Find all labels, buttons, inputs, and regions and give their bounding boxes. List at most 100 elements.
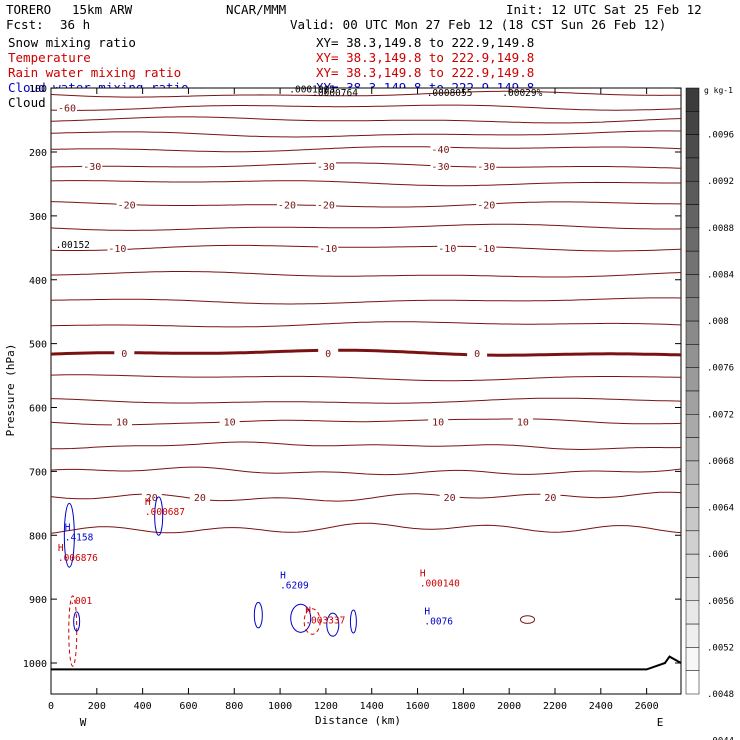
isotherm-line bbox=[50, 397, 682, 404]
moisture-contour bbox=[326, 612, 340, 637]
isotherm-label: -10 bbox=[477, 244, 495, 255]
isotherm-label: -10 bbox=[108, 244, 126, 255]
org-label: NCAR/MMM bbox=[226, 2, 286, 17]
isotherm-label: -20 bbox=[317, 200, 335, 211]
isotherm-label-bg bbox=[439, 490, 460, 503]
terrain-line bbox=[51, 655, 682, 671]
plot-area: -60 -40 -30 -30 -30 -30 -20 -20 -20 -20 -10 -10 -10 -… bbox=[4, 84, 682, 729]
field-name: Rain water mixing ratio bbox=[8, 65, 181, 80]
colorbar: .0096 .0092 .0088 .0084 .008 .0076 .0072 .0068.… bbox=[685, 86, 734, 740]
cloud-water-maximum-value: .4158 bbox=[65, 532, 94, 543]
isotherm-label: -40 bbox=[431, 145, 449, 156]
field-xy: XY= 38.3,149.8 to 222.9,149.8 bbox=[316, 35, 534, 50]
isotherm-label-bg bbox=[437, 241, 458, 254]
colorbar-tick-label: .0052 bbox=[707, 643, 734, 653]
colorbar-swatch bbox=[685, 157, 700, 182]
rain-maximum-value: .001 bbox=[69, 596, 92, 607]
colorbar-swatch bbox=[685, 204, 700, 229]
x-tick-label: 1200 bbox=[314, 701, 338, 712]
isotherm-label-bg bbox=[189, 490, 210, 503]
rain-maximum-value: .000140 bbox=[420, 578, 460, 589]
moisture-contour bbox=[520, 615, 536, 624]
cloud-water-maximum-marker: H bbox=[65, 522, 71, 533]
x-tick-label: 2600 bbox=[635, 701, 659, 712]
valid-time: Valid: 00 UTC Mon 27 Feb 12 (18 CST Sun … bbox=[290, 17, 666, 32]
isotherm-label-bg bbox=[430, 160, 451, 173]
isotherm-line bbox=[50, 130, 681, 138]
x-tick-label: 400 bbox=[134, 701, 152, 712]
isotherm-line bbox=[50, 348, 682, 357]
isotherm-label: 20 bbox=[544, 493, 556, 504]
colorbar-tick-label: .0092 bbox=[707, 177, 734, 187]
x-tick-label: 2400 bbox=[589, 701, 613, 712]
isotherm-label-bg bbox=[540, 490, 561, 503]
isotherm-label: 10 bbox=[432, 418, 444, 429]
colorbar-boxes bbox=[685, 87, 700, 695]
colorbar-swatch bbox=[685, 87, 700, 112]
x-tick-label: 1000 bbox=[268, 701, 292, 712]
isotherm-label-bg bbox=[512, 415, 533, 428]
isotherm-line bbox=[50, 116, 682, 124]
moisture-contour bbox=[63, 502, 75, 568]
isotherm-line bbox=[50, 374, 681, 382]
y-tick-label: 200 bbox=[29, 148, 47, 159]
isotherm-label-bg bbox=[107, 241, 128, 254]
cloud-water-maximum-marker: H bbox=[280, 570, 286, 581]
cloud-water-maximum-value: .6209 bbox=[280, 580, 309, 591]
isotherm-label: 20 bbox=[194, 493, 206, 504]
y-tick-label: 500 bbox=[29, 340, 47, 351]
field-name: Temperature bbox=[8, 50, 91, 65]
isotherm-label: 10 bbox=[517, 418, 529, 429]
colorbar-swatch bbox=[685, 111, 700, 135]
colorbar-tick-label: .0072 bbox=[707, 410, 734, 420]
isotherm-line bbox=[50, 162, 682, 169]
colorbar-swatch bbox=[685, 670, 700, 695]
colorbar-swatch bbox=[685, 623, 700, 648]
moisture-contour bbox=[349, 609, 357, 634]
y-tick-label: 800 bbox=[29, 531, 47, 542]
colorbar-swatch bbox=[685, 274, 700, 299]
colorbar-labels: .0096 .0092 .0088 .0084 .008 .0076 .0072 .0068.… bbox=[707, 131, 734, 740]
colorbar-swatch bbox=[685, 134, 700, 159]
rain-maximum-value: .006876 bbox=[58, 553, 98, 564]
model-name: TORERO bbox=[6, 2, 51, 17]
rain-maximum-marker: H bbox=[58, 543, 64, 554]
snow-value-label: .0000764 bbox=[312, 88, 358, 99]
isotherm-label: 20 bbox=[146, 493, 158, 504]
x-tick-label: 800 bbox=[225, 701, 243, 712]
y-tick-label: 400 bbox=[29, 276, 47, 287]
isotherm-label-bg bbox=[476, 160, 497, 173]
rain-maximum-marker: H bbox=[305, 605, 311, 616]
isotherm-label-bg bbox=[315, 160, 336, 173]
x-tick-label: 1800 bbox=[451, 701, 475, 712]
colorbar-tick-label: .0048 bbox=[707, 690, 734, 700]
isotherm-label: 0 bbox=[121, 349, 127, 360]
x-axis-label: Distance (km) bbox=[315, 714, 401, 727]
snow-value-label: .0001005 bbox=[289, 85, 335, 96]
isotherm-label-bg bbox=[112, 415, 133, 428]
plot-frame bbox=[50, 87, 682, 695]
isotherm-label: 10 bbox=[224, 418, 236, 429]
colorbar-swatch bbox=[685, 414, 700, 438]
isotherm-line bbox=[50, 466, 682, 476]
isotherm-line bbox=[50, 90, 681, 98]
model-resolution: 15km ARW bbox=[72, 2, 133, 17]
ground-surface-line bbox=[51, 655, 682, 671]
moisture-annotations: .0001005.00152.0000764.0008055.00029%H.0… bbox=[56, 85, 543, 628]
x-tick-label: 200 bbox=[88, 701, 106, 712]
colorbar-swatch bbox=[685, 180, 700, 205]
y-axis-label: Pressure (hPa) bbox=[4, 344, 17, 437]
isotherm-label: -30 bbox=[83, 162, 101, 173]
colorbar-tick-label: .008 bbox=[707, 317, 729, 327]
isotherm-line bbox=[50, 321, 682, 328]
colorbar-swatch bbox=[685, 297, 700, 322]
isotherm-label-bg bbox=[219, 415, 240, 428]
colorbar-tick-label: .0096 bbox=[707, 131, 734, 141]
colorbar-swatch bbox=[685, 647, 700, 671]
isotherm-label-bg bbox=[476, 198, 497, 211]
isotherm-label-bg bbox=[467, 347, 488, 360]
isotherm-line bbox=[51, 441, 682, 451]
isotherm-label: -30 bbox=[317, 162, 335, 173]
